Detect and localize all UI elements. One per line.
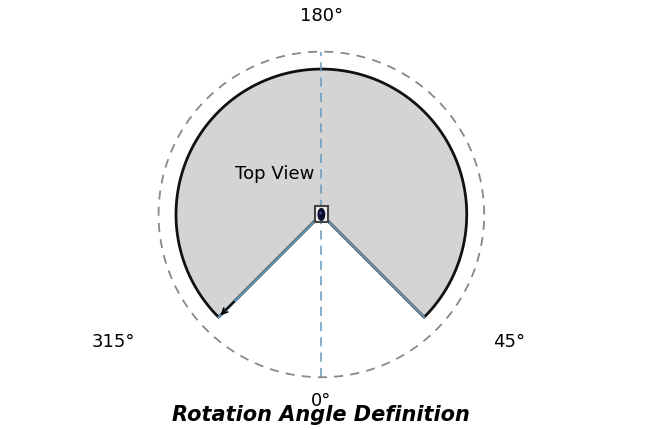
Text: 45°: 45° [493,333,525,351]
Text: 0°: 0° [311,392,332,410]
Bar [315,206,328,222]
Text: 315°: 315° [92,333,135,351]
Polygon shape [176,69,467,317]
Ellipse shape [320,212,322,214]
Ellipse shape [318,209,324,220]
Text: 180°: 180° [300,7,343,25]
Text: Top View: Top View [235,165,315,183]
Text: Rotation Angle Definition: Rotation Angle Definition [172,405,471,425]
